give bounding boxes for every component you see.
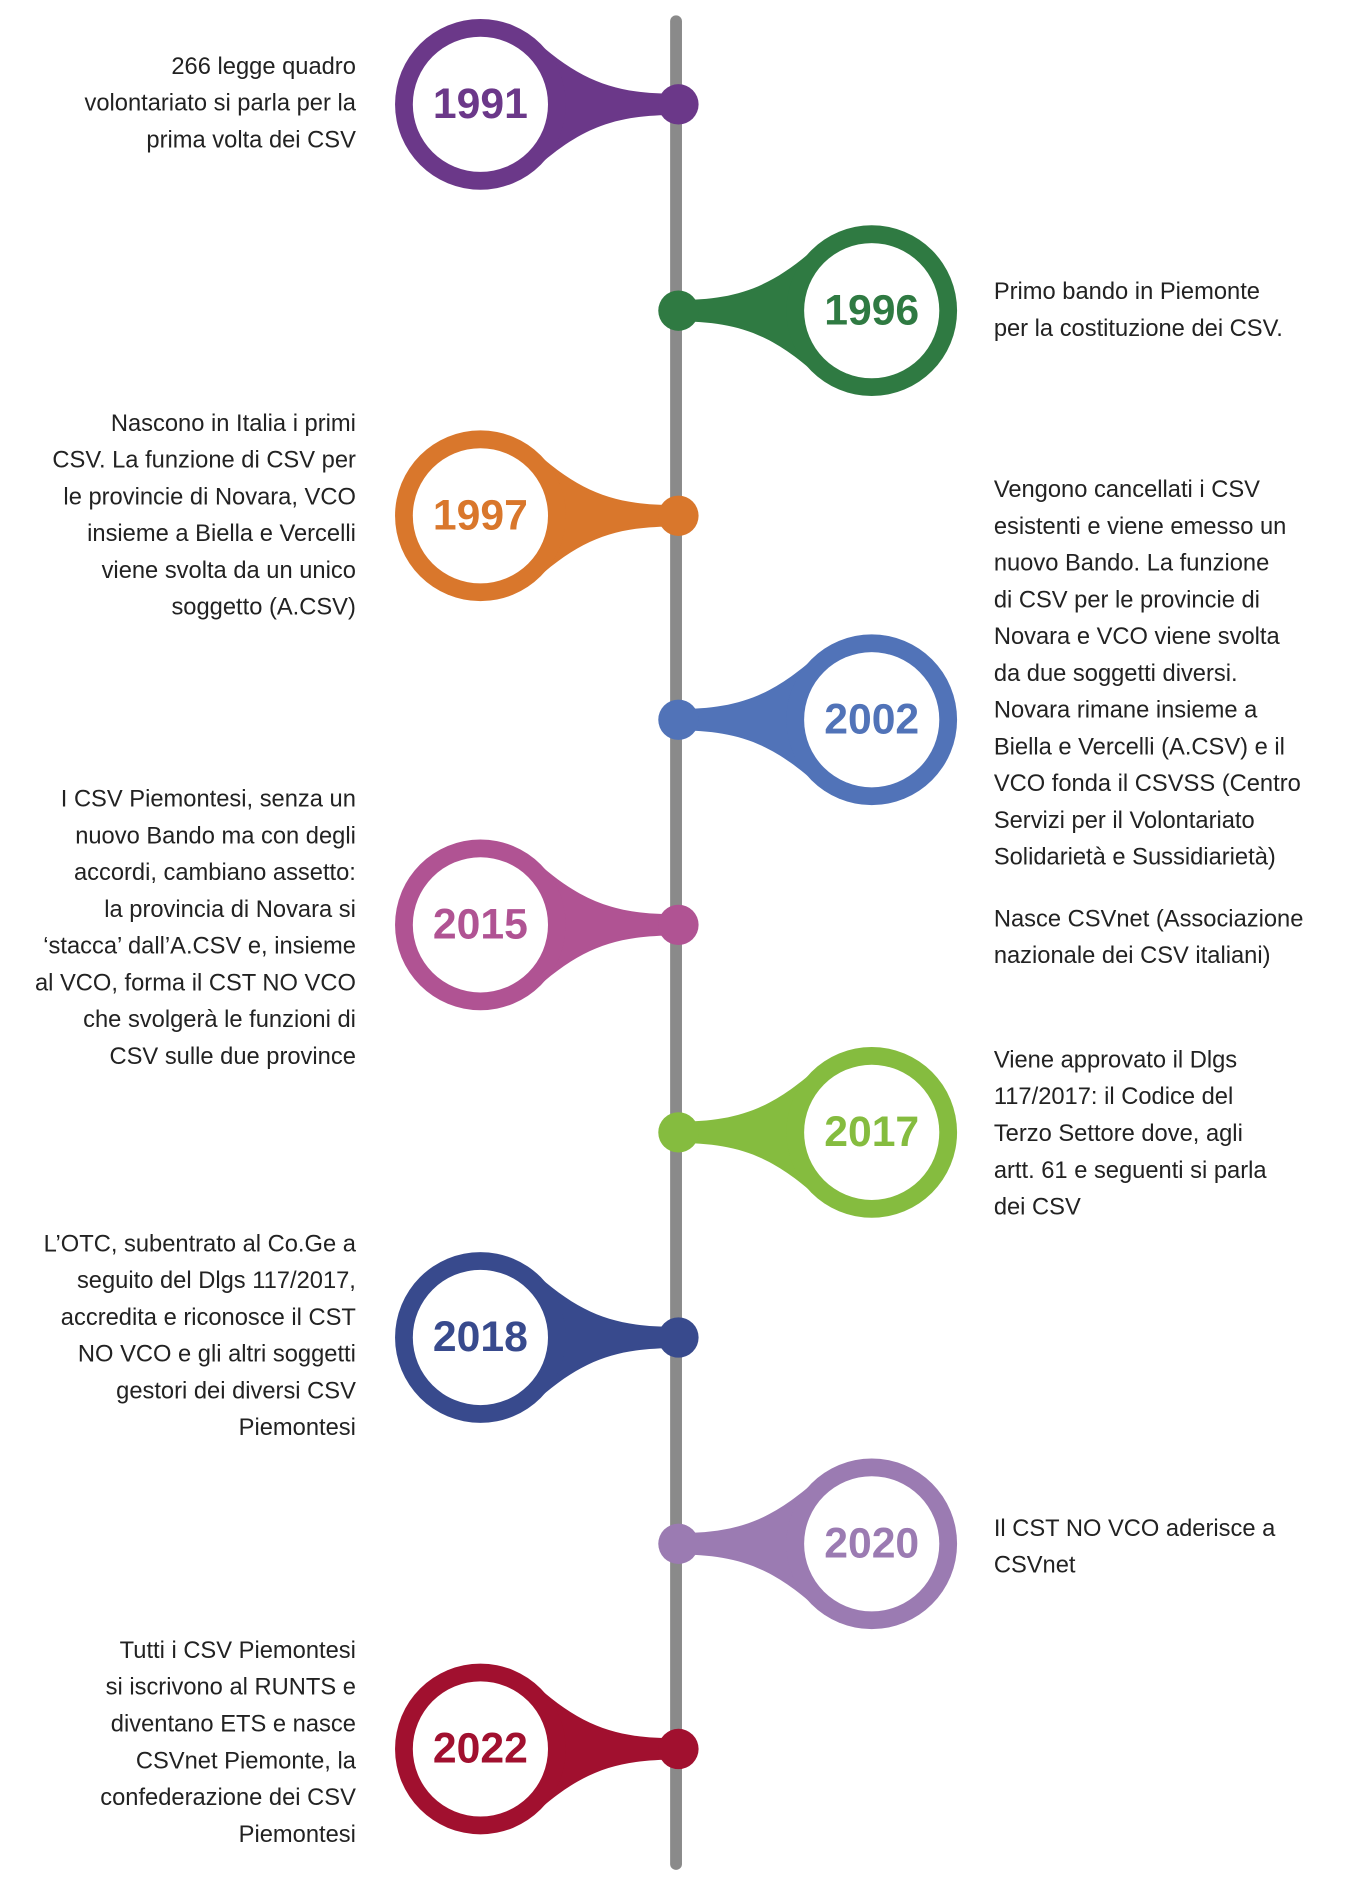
event-text: Nascono in Italia i primi bbox=[111, 411, 356, 437]
event-text: 266 legge quadro bbox=[171, 54, 356, 80]
event-note: Nasce CSVnet (Associazione bbox=[994, 906, 1304, 932]
year: 2002 bbox=[824, 695, 919, 743]
event-text: Piemontesi bbox=[239, 1822, 356, 1848]
event-text: gestori dei diversi CSV bbox=[116, 1378, 356, 1404]
event-text: le provincie di Novara, VCO bbox=[63, 484, 355, 510]
event-text: I CSV Piemontesi, senza un bbox=[61, 787, 356, 813]
pin-tail bbox=[530, 856, 677, 994]
pin-tail bbox=[676, 1475, 822, 1613]
pin-inner bbox=[804, 1476, 940, 1612]
pin-tail bbox=[530, 1268, 677, 1407]
event-text: accordi, cambiano assetto: bbox=[74, 860, 356, 886]
event-text: viene svolta da un unico bbox=[102, 558, 356, 584]
event-text: Viene approvato il Dlgs bbox=[994, 1047, 1237, 1073]
event-text: volontariato si parla per la bbox=[84, 91, 356, 117]
event-text: artt. 61 e seguenti si parla bbox=[994, 1158, 1268, 1184]
event-text: L’OTC, subentrato al Co.Ge a bbox=[44, 1231, 357, 1257]
event-text: prima volta dei CSV bbox=[146, 127, 356, 153]
event-text: per la costituzione dei CSV. bbox=[994, 316, 1283, 342]
event-text: CSV sulle due province bbox=[110, 1044, 356, 1070]
pin-inner bbox=[804, 652, 940, 788]
event-text: confederazione dei CSV bbox=[100, 1785, 356, 1811]
pin-dot bbox=[658, 1523, 699, 1564]
event-text: Vengono cancellati i CSV bbox=[994, 477, 1260, 503]
year: 2022 bbox=[433, 1725, 528, 1773]
year: 1991 bbox=[433, 80, 528, 128]
year: 1996 bbox=[824, 286, 919, 334]
event-text: CSVnet Piemonte, la bbox=[136, 1748, 357, 1774]
pin-dot bbox=[658, 84, 699, 125]
event-text: Servizi per il Volontariato bbox=[994, 808, 1255, 834]
year: 2018 bbox=[433, 1313, 528, 1361]
pin-inner bbox=[412, 1269, 548, 1406]
pin-dot bbox=[658, 1728, 699, 1770]
pin-dot bbox=[658, 904, 699, 946]
event-text: Biella e Vercelli (A.CSV) e il bbox=[994, 734, 1285, 760]
event-text: nuovo Bando ma con degli bbox=[75, 823, 356, 849]
year: 2020 bbox=[824, 1519, 919, 1567]
event-text: esistenti e viene emesso un bbox=[994, 514, 1287, 540]
pin-tail bbox=[530, 447, 677, 585]
pin-tail bbox=[530, 1680, 677, 1818]
pin-inner bbox=[804, 1064, 940, 1200]
event-text: ‘stacca’ dall’A.CSV e, insieme bbox=[43, 934, 356, 960]
event-text: soggetto (A.CSV) bbox=[171, 595, 355, 621]
pin-inner bbox=[412, 857, 548, 993]
year: 1997 bbox=[433, 491, 528, 539]
event-text: insieme a Biella e Vercelli bbox=[87, 521, 356, 547]
event-text: seguito del Dlgs 117/2017, bbox=[77, 1268, 356, 1294]
event-text: dei CSV bbox=[994, 1195, 1081, 1221]
year: 2015 bbox=[433, 901, 528, 949]
event-text: diventano ETS e nasce bbox=[111, 1711, 356, 1737]
event-note: nazionale dei CSV italiani) bbox=[994, 943, 1271, 969]
pin-inner bbox=[412, 36, 548, 172]
event-text: Solidarietà e Sussidiarietà) bbox=[994, 845, 1276, 871]
pin-dot bbox=[658, 495, 699, 536]
pin-tail bbox=[676, 241, 822, 380]
event-text: Novara rimane insieme a bbox=[994, 698, 1258, 724]
pin-tail bbox=[676, 1063, 822, 1202]
event-text: Terzo Settore dove, agli bbox=[994, 1121, 1243, 1147]
event-text: Il CST NO VCO aderisce a bbox=[994, 1516, 1276, 1542]
event-text: di CSV per le provincie di bbox=[994, 587, 1260, 613]
event-text: che svolgerà le funzioni di bbox=[83, 1007, 356, 1033]
event-text: si iscrivono al RUNTS e bbox=[106, 1675, 356, 1701]
pin-tail bbox=[530, 35, 677, 174]
pin-inner bbox=[412, 1681, 548, 1817]
pin-dot bbox=[658, 290, 699, 331]
event-text: da due soggetti diversi. bbox=[994, 661, 1238, 687]
year: 2017 bbox=[824, 1108, 919, 1156]
event-text: CSVnet bbox=[994, 1553, 1076, 1579]
event-text: Piemontesi bbox=[239, 1415, 356, 1441]
event-text: Primo bando in Piemonte bbox=[994, 279, 1260, 305]
pin-inner bbox=[804, 243, 940, 379]
pin-dot bbox=[658, 699, 699, 740]
event-text: Novara e VCO viene svolta bbox=[994, 624, 1281, 650]
event-text: VCO fonda il CSVSS (Centro bbox=[994, 771, 1301, 797]
pin-tail bbox=[676, 650, 822, 789]
event-text: al VCO, forma il CST NO VCO bbox=[35, 970, 356, 996]
event-text: Tutti i CSV Piemontesi bbox=[120, 1638, 356, 1664]
pin-inner bbox=[412, 448, 548, 584]
pin-dot bbox=[658, 1112, 699, 1153]
event-text: NO VCO e gli altri soggetti bbox=[78, 1342, 356, 1368]
event-text: accredita e riconosce il CST bbox=[61, 1305, 356, 1331]
event-text: 117/2017: il Codice del bbox=[994, 1084, 1233, 1110]
pin-dot bbox=[658, 1317, 699, 1358]
event-text: nuovo Bando. La funzione bbox=[994, 551, 1269, 577]
event-text: CSV. La funzione di CSV per bbox=[52, 448, 356, 474]
event-text: la provincia di Novara si bbox=[104, 897, 356, 923]
